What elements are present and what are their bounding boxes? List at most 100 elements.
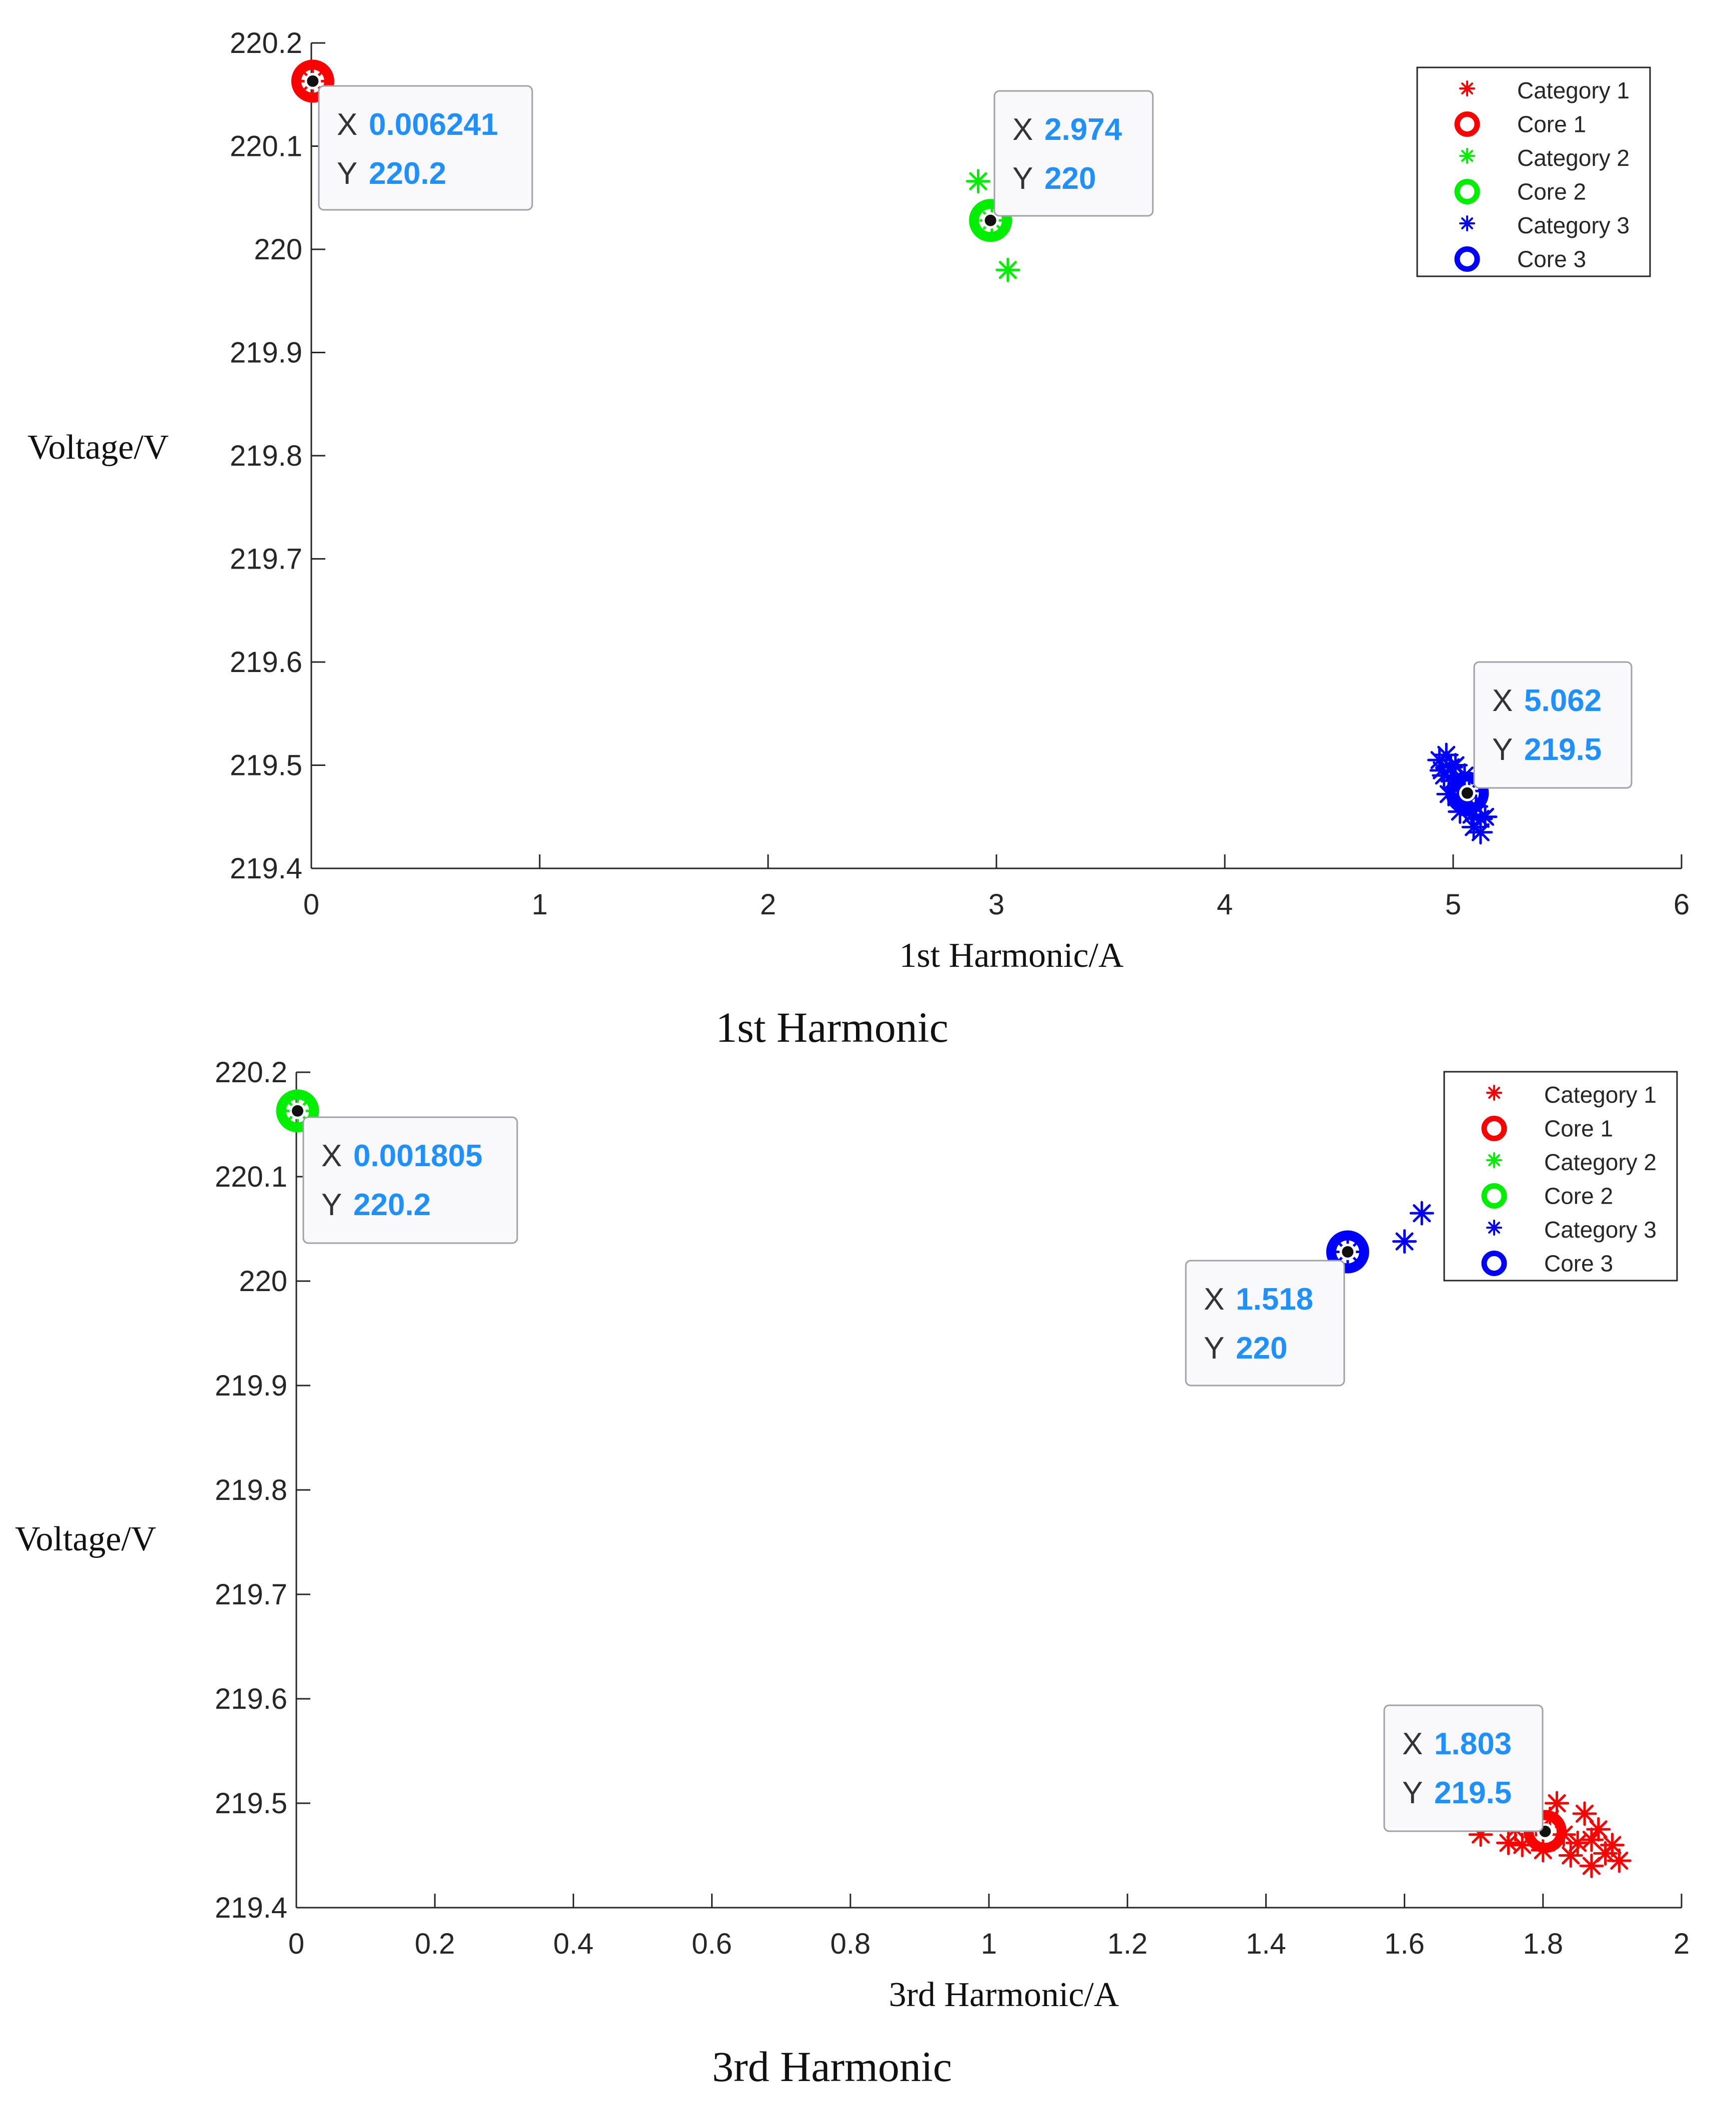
legend-box bbox=[1416, 66, 1651, 277]
legend-star-icon-ray bbox=[1461, 217, 1473, 229]
legend-ring-icon bbox=[1481, 1183, 1507, 1209]
core-ring bbox=[291, 59, 334, 103]
datatip: X 5.062 Y 219.5 bbox=[1473, 661, 1633, 789]
y-tick-label: 219.7 bbox=[230, 543, 302, 576]
datatip-x-value: 2.974 bbox=[1044, 112, 1122, 147]
data-point-ray bbox=[1569, 1834, 1587, 1852]
y-tick-label: 219.5 bbox=[215, 1787, 287, 1820]
y-tick-label: 220.1 bbox=[215, 1161, 287, 1193]
series-core-1 bbox=[291, 59, 334, 103]
data-point-ray bbox=[1603, 1836, 1622, 1854]
datatip-y-value: 220.2 bbox=[369, 156, 446, 191]
datatip-x-key: X bbox=[1492, 684, 1513, 718]
y-tick-label: 219.5 bbox=[230, 749, 302, 782]
x-tick-label: 1.8 bbox=[1523, 1928, 1563, 1960]
x-tick-label: 0.2 bbox=[415, 1928, 455, 1960]
y-tick-label: 220.2 bbox=[215, 1056, 287, 1089]
chart-2: 219.4 219.5 219.6 219.7 219.8 219.9 220 220.1 22… bbox=[15, 1056, 1690, 2091]
data-point bbox=[1409, 1201, 1434, 1226]
datatip-anchor bbox=[304, 72, 321, 89]
legend-label: Category 3 bbox=[1544, 1217, 1657, 1243]
datatip-x-value: 1.518 bbox=[1236, 1282, 1313, 1317]
y-tick-label: 219.6 bbox=[215, 1683, 287, 1715]
data-point-ray bbox=[969, 172, 987, 190]
y-tick-label: 219.6 bbox=[230, 646, 302, 679]
data-point-ray bbox=[1575, 1804, 1594, 1823]
core-ring bbox=[1446, 771, 1489, 815]
legend-star-icon bbox=[1459, 215, 1475, 231]
datatip-y-key: Y bbox=[337, 156, 357, 191]
data-point-ray bbox=[1610, 1851, 1629, 1870]
y-tick-label: 219.8 bbox=[230, 440, 302, 472]
data-point bbox=[1496, 1830, 1521, 1855]
chart-1: 219.4219.5219.6219.7219.8219.9220220.122… bbox=[27, 27, 1690, 1051]
datatip-x-key: X bbox=[1012, 112, 1033, 147]
data-point bbox=[995, 257, 1020, 282]
legend-star-icon bbox=[1486, 1152, 1502, 1168]
data-point bbox=[1579, 1853, 1604, 1878]
legend-star-icon bbox=[1486, 1220, 1502, 1236]
datatip-box bbox=[302, 1116, 518, 1244]
legend-label: Category 1 bbox=[1544, 1082, 1657, 1108]
legend-label: Core 1 bbox=[1544, 1116, 1613, 1142]
x-tick-label: 0.6 bbox=[692, 1928, 732, 1960]
data-point-ray bbox=[1476, 807, 1495, 826]
x-tick-label: 0 bbox=[288, 1928, 304, 1960]
y-axis-label: Voltage/V bbox=[27, 428, 169, 467]
x-tick-label: 6 bbox=[1674, 888, 1690, 921]
legend-star-icon bbox=[1459, 80, 1475, 96]
x-axis-label: 1st Harmonic/A bbox=[899, 936, 1124, 975]
data-point bbox=[1572, 1801, 1597, 1826]
x-tick-label: 0 bbox=[303, 888, 319, 921]
data-point-ray bbox=[998, 261, 1017, 279]
data-point-ray bbox=[1582, 1831, 1601, 1849]
legend-label: Core 2 bbox=[1544, 1183, 1613, 1209]
legend-star-icon-ray bbox=[1488, 1154, 1500, 1166]
series-core-2 bbox=[969, 199, 1012, 242]
data-point-ray bbox=[1395, 1232, 1414, 1251]
y-tick-label: 220.2 bbox=[230, 27, 302, 59]
data-point bbox=[1468, 820, 1493, 845]
datatip: X 0.006241 Y 220.2 bbox=[318, 85, 533, 211]
y-tick-label: 219.9 bbox=[230, 337, 302, 369]
legend-label: Category 1 bbox=[1517, 77, 1630, 103]
data-point-ray bbox=[1499, 1834, 1518, 1852]
datatip-y-value: 220 bbox=[1044, 161, 1096, 196]
legend-label: Category 2 bbox=[1544, 1149, 1657, 1175]
datatip-y-value: 220.2 bbox=[353, 1188, 431, 1222]
datatip-y-key: Y bbox=[1012, 161, 1033, 196]
legend: Category 1 Core 1 Category 2 Core 2 Category… bbox=[1416, 66, 1651, 277]
y-tick-label: 219.7 bbox=[215, 1578, 287, 1611]
x-tick-label: 1.6 bbox=[1384, 1928, 1425, 1960]
datatip-x-key: X bbox=[321, 1139, 342, 1173]
data-point-ray bbox=[1413, 1204, 1431, 1223]
data-point bbox=[1545, 1791, 1570, 1816]
datatip: X 1.518 Y 220 bbox=[1185, 1260, 1345, 1387]
datatip-y-value: 219.5 bbox=[1524, 732, 1602, 767]
datatip-y-value: 220 bbox=[1236, 1331, 1287, 1366]
datatip-box bbox=[993, 90, 1154, 217]
y-tick-label: 220 bbox=[239, 1265, 287, 1298]
chart-caption: 3rd Harmonic bbox=[712, 2043, 952, 2091]
datatip: X 2.974 Y 220 bbox=[993, 90, 1154, 217]
y-tick-label: 219.4 bbox=[215, 1892, 287, 1924]
datatip-y-key: Y bbox=[1402, 1776, 1423, 1810]
data-point bbox=[965, 169, 990, 194]
y-tick-label: 219.8 bbox=[215, 1474, 287, 1506]
legend-label: Category 3 bbox=[1517, 212, 1630, 238]
datatip: X 0.001805 Y 220.2 bbox=[302, 1116, 518, 1244]
x-tick-label: 2 bbox=[760, 888, 776, 921]
y-tick-label: 219.9 bbox=[215, 1370, 287, 1402]
legend-star-icon-ray bbox=[1488, 1087, 1500, 1099]
data-point bbox=[1607, 1848, 1632, 1873]
x-tick-label: 0.4 bbox=[553, 1928, 594, 1960]
datatip-y-key: Y bbox=[321, 1188, 342, 1222]
datatip-box bbox=[1383, 1704, 1544, 1832]
legend-star-icon-ray bbox=[1488, 1222, 1500, 1234]
datatip-anchor bbox=[289, 1102, 306, 1119]
datatip-x-key: X bbox=[337, 107, 357, 142]
legend-ring-icon bbox=[1454, 246, 1480, 272]
datatip-x-value: 0.006241 bbox=[369, 107, 498, 142]
data-point-ray bbox=[1433, 761, 1451, 779]
